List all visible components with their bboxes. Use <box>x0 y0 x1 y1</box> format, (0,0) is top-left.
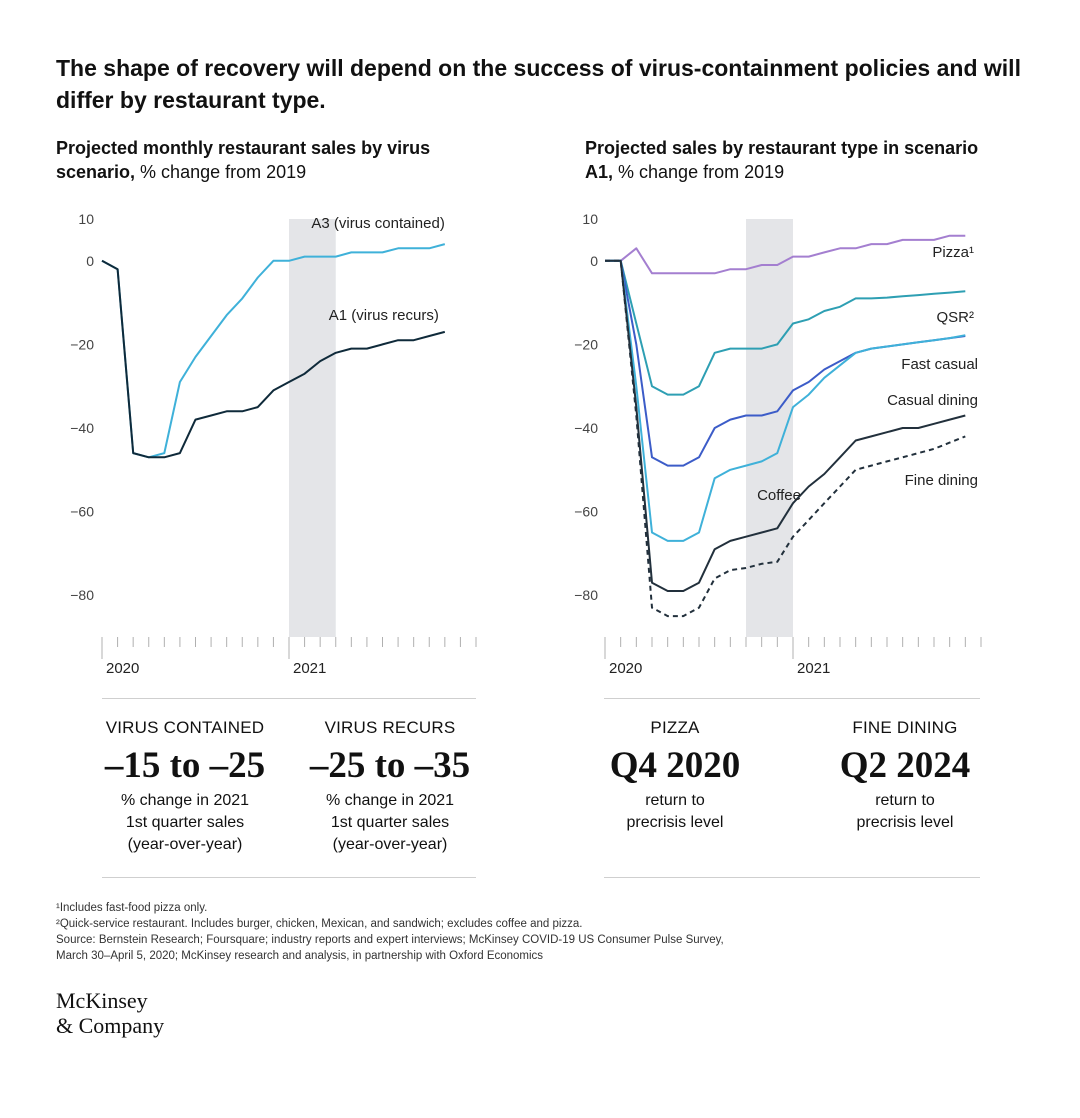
divider <box>102 698 476 699</box>
y-tick-label: −40 <box>70 420 94 436</box>
stat-virus-recurs: VIRUS RECURS –25 to –35 % change in 2021… <box>290 718 490 856</box>
stat-pizza: PIZZA Q4 2020 return to precrisis level <box>590 718 760 834</box>
footnote: ¹Includes fast-food pizza only. <box>56 902 208 914</box>
stat-description: % change in 2021 1st quarter sales (year… <box>80 790 290 856</box>
stat-desc-line: % change in 2021 <box>120 792 250 809</box>
logo-line: & Company <box>56 1013 165 1038</box>
series-line-pizza <box>605 234 966 275</box>
y-tick-label: −80 <box>70 587 94 603</box>
y-tick-label: −20 <box>70 336 94 352</box>
series-label: Coffee <box>757 487 801 504</box>
left-subtitle-bold: Projected monthly restaurant sales by vi… <box>56 138 431 182</box>
stat-fine-dining: FINE DINING Q2 2024 return to precrisis … <box>815 718 995 834</box>
stat-description: return to precrisis level <box>815 790 995 834</box>
stat-label: VIRUS CONTAINED <box>105 718 265 737</box>
y-tick-label: −40 <box>574 420 598 436</box>
series-line-a1-virus-recurs <box>101 259 446 459</box>
footnotes: ¹Includes fast-food pizza only. ²Quick-s… <box>56 900 956 964</box>
series-line-casual-dining <box>605 259 966 542</box>
stat-value: –15 to –25 <box>104 745 266 786</box>
x-tick-label: 2020 <box>609 660 642 677</box>
logo-line: McKinsey <box>56 988 148 1013</box>
stat-label: FINE DINING <box>852 718 958 737</box>
stat-desc-line: return to <box>875 792 935 809</box>
divider <box>102 877 476 878</box>
shaded-band <box>289 219 336 637</box>
left-subtitle-rest: % change from 2019 <box>135 162 307 182</box>
y-tick-label: −20 <box>574 336 598 352</box>
stat-desc-line: 1st quarter sales <box>125 814 245 831</box>
series-line-coffee <box>605 259 966 592</box>
x-tick-label: 2020 <box>106 660 139 677</box>
footnote-source: Source: Bernstein Research; Foursquare; … <box>56 934 724 946</box>
mckinsey-logo: McKinsey & Company <box>56 988 164 1038</box>
right-subtitle-bold: Projected sales by restaurant type in sc… <box>585 138 979 182</box>
y-tick-label: −80 <box>574 587 598 603</box>
divider <box>604 698 980 699</box>
divider <box>604 877 980 878</box>
stat-description: return to precrisis level <box>590 790 760 834</box>
stat-description: % change in 2021 1st quarter sales (year… <box>290 790 490 856</box>
y-tick-label: 10 <box>582 211 598 227</box>
stat-value: –25 to –35 <box>309 745 471 786</box>
series-line-a3-virus-contained <box>101 243 446 459</box>
y-tick-label: −60 <box>574 504 598 520</box>
y-tick-label: −60 <box>70 504 94 520</box>
series-label: Fine dining <box>905 472 978 489</box>
y-tick-label: 0 <box>86 253 94 269</box>
stat-desc-line: (year-over-year) <box>332 836 448 853</box>
stat-desc-line: 1st quarter sales <box>330 814 450 831</box>
series-label: Fast casual <box>901 356 978 373</box>
chart-title: The shape of recovery will depend on the… <box>56 55 1021 113</box>
series-label: QSR² <box>937 309 975 326</box>
series-label: Casual dining <box>887 392 978 409</box>
y-tick-label: 10 <box>78 211 94 227</box>
footnote-source: March 30–April 5, 2020; McKinsey researc… <box>56 950 544 962</box>
stat-label: PIZZA <box>650 718 700 737</box>
series-label: Pizza¹ <box>932 244 974 261</box>
stat-virus-contained: VIRUS CONTAINED –15 to –25 % change in 2… <box>80 718 290 856</box>
series-label: A3 (virus contained) <box>311 215 444 232</box>
stat-desc-line: % change in 2021 <box>325 792 455 809</box>
stat-desc-line: (year-over-year) <box>127 836 243 853</box>
footnote: ²Quick-service restaurant. Includes burg… <box>56 918 583 930</box>
series-label: A1 (virus recurs) <box>329 307 439 324</box>
right-subtitle-rest: % change from 2019 <box>613 162 785 182</box>
stat-label: VIRUS RECURS <box>324 718 456 737</box>
x-tick-label: 2021 <box>293 660 326 677</box>
left-chart-subtitle: Projected monthly restaurant sales by vi… <box>56 136 476 184</box>
stat-value: Q4 2020 <box>609 745 741 786</box>
y-tick-label: 0 <box>590 253 598 269</box>
stat-desc-line: precrisis level <box>856 814 954 831</box>
series-line-qsr <box>605 259 966 396</box>
right-chart-subtitle: Projected sales by restaurant type in sc… <box>585 136 1005 184</box>
stat-desc-line: return to <box>645 792 705 809</box>
stat-desc-line: precrisis level <box>626 814 724 831</box>
x-tick-label: 2021 <box>797 660 830 677</box>
stat-value: Q2 2024 <box>839 745 971 786</box>
series-line-fine-dining <box>605 259 966 618</box>
